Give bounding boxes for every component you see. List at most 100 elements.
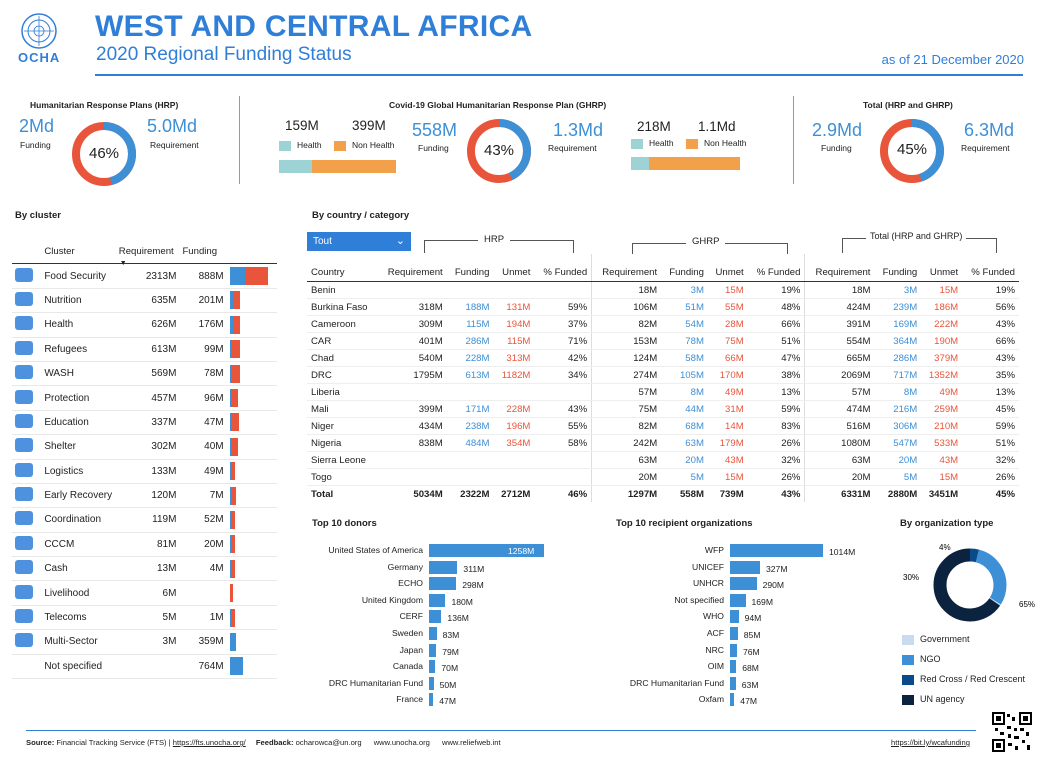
donor-bar [429, 610, 442, 624]
cluster-row[interactable]: Not specified 764M [12, 654, 277, 680]
footer-short-link[interactable]: https://bit.ly/wcafunding [891, 738, 970, 747]
country-cell: 196M [493, 417, 535, 435]
country-cell: 82M [591, 315, 662, 333]
cluster-requirement: 81M [115, 532, 180, 558]
cluster-row[interactable]: Multi-Sector 3M 359M [12, 629, 277, 655]
cluster-row[interactable]: Livelihood 6M [12, 580, 277, 606]
cluster-name: Logistics [41, 459, 116, 484]
cluster-table: Cluster Requirement ▼ Funding Food Securi… [12, 240, 277, 680]
country-row[interactable]: Mali 399M 171M 228M 43% 75M 44M 31M 59% 474M 216M 2… [307, 400, 1019, 418]
requirement-col-header[interactable]: Requirement ▼ [115, 240, 180, 267]
cluster-col-header[interactable]: Cluster [41, 240, 116, 265]
country-cell: Cameroon [307, 315, 378, 333]
country-cell: 153M [591, 332, 662, 350]
footer-source-label: Source: [26, 738, 55, 747]
donor-bar [429, 560, 458, 574]
country-cell: 391M [804, 315, 875, 333]
country-cell: 15M [921, 468, 963, 486]
ghrp-req-nonhealth-label: Non Health [703, 138, 747, 148]
country-col-header[interactable]: Unmet [493, 254, 535, 282]
country-cell: 57M [804, 383, 875, 401]
cluster-row[interactable]: Education 337M 47M [12, 410, 277, 436]
country-cell: 434M [377, 417, 447, 435]
country-col-header[interactable]: Funding [661, 254, 708, 282]
country-cell: 75M [707, 332, 748, 350]
cluster-funding-bar [229, 315, 233, 334]
country-row[interactable]: Niger 434M 238M 196M 55% 82M 68M 14M 83% 516M 306M… [307, 417, 1019, 435]
country-cell: Sierra Leone [307, 451, 378, 469]
cluster-row[interactable]: Shelter 302M 40M [12, 434, 277, 460]
country-cell: 18M [804, 281, 875, 299]
country-col-header[interactable]: Requirement [591, 254, 662, 282]
donor-value-label: 83M [442, 630, 460, 640]
qr-code-icon[interactable] [992, 712, 1032, 752]
cluster-row[interactable]: Refugees 613M 99M [12, 337, 277, 362]
cluster-row[interactable]: Coordination 119M 52M [12, 507, 277, 533]
country-total-row[interactable]: Total 5034M 2322M 2712M 46% 1297M 558M 739M 43% 6… [307, 485, 1019, 502]
country-col-header[interactable]: Country [307, 254, 378, 282]
country-cell: 58M [661, 349, 708, 367]
country-col-header[interactable]: Unmet [707, 254, 748, 282]
country-col-header[interactable]: % Funded [962, 254, 1019, 282]
country-cell: 44M [661, 400, 708, 418]
footer-feedback[interactable]: ocharowca@un.org [295, 738, 362, 747]
cluster-row[interactable]: Cash 13M 4M [12, 556, 277, 582]
country-row[interactable]: Benin 18M 3M 15M 19% 18M 3M 15M 19% [307, 281, 1019, 299]
country-row[interactable]: Nigeria 838M 484M 354M 58% 242M 63M 179M 26% 1080… [307, 434, 1019, 452]
recipient-value-label: 63M [741, 679, 759, 690]
country-cell: Niger [307, 417, 378, 435]
footer-link2[interactable]: www.reliefweb.int [441, 738, 501, 747]
country-col-header[interactable]: % Funded [747, 254, 806, 282]
country-cell [493, 281, 535, 299]
country-row[interactable]: Liberia 57M 8M 49M 13% 57M 8M 49M 13% [307, 383, 1019, 401]
country-row[interactable]: Chad 540M 228M 313M 42% 124M 58M 66M 47% 665M 286M… [307, 349, 1019, 367]
country-cell: 45% [962, 400, 1019, 418]
country-row[interactable]: Burkina Faso 318M 188M 131M 59% 106M 51M 55M 48%… [307, 298, 1019, 316]
country-filter-dropdown[interactable]: Tout ⌄ [307, 232, 411, 251]
funding-col-header[interactable]: Funding [179, 240, 227, 265]
country-row[interactable]: Togo 20M 5M 15M 26% 20M 5M 15M 26% [307, 468, 1019, 486]
cluster-row[interactable]: CCCM 81M 20M [12, 532, 277, 558]
footer-link1[interactable]: www.unocha.org [373, 738, 430, 747]
country-row[interactable]: CAR 401M 286M 115M 71% 153M 78M 75M 51% 554M 364M 1… [307, 332, 1019, 350]
country-cell: 286M [446, 332, 494, 350]
country-cell: 63M [591, 451, 662, 469]
footer-source-link[interactable]: https://fts.unocha.org/ [172, 738, 246, 747]
country-col-header[interactable]: Requirement [377, 254, 447, 282]
cluster-row[interactable]: Health 626M 176M [12, 312, 277, 338]
country-cell: 43% [962, 349, 1019, 367]
total-funding-value: 2.9Md [812, 120, 863, 140]
cluster-row[interactable]: WASH 569M 78M [12, 361, 277, 387]
country-cell: 59% [747, 400, 806, 418]
ghrp-funding-label: Funding [418, 143, 449, 153]
cluster-row[interactable]: Protection 457M 96M [12, 385, 277, 411]
country-row[interactable]: Sierra Leone 63M 20M 43M 32% 63M 20M 43M 32% [307, 451, 1019, 469]
cluster-row[interactable]: Food Security 2313M 888M [12, 263, 277, 289]
country-col-header[interactable]: Funding [446, 254, 494, 282]
country-col-header[interactable]: % Funded [534, 254, 593, 282]
recipient-value-label: 169M [751, 596, 774, 607]
country-cell: 55% [534, 417, 593, 435]
country-cell: 401M [377, 332, 447, 350]
cluster-row[interactable]: Early Recovery 120M 7M [12, 483, 277, 509]
country-row[interactable]: Cameroon 309M 115M 194M 37% 82M 54M 28M 66% 391M 1… [307, 315, 1019, 333]
cluster-row[interactable]: Nutrition 635M 201M [12, 288, 277, 314]
country-cell: Benin [307, 281, 378, 299]
cluster-row[interactable]: Logistics 133M 49M [12, 459, 277, 484]
country-cell: Nigeria [307, 434, 378, 452]
recipient-bar [730, 560, 760, 574]
country-cell: 56% [962, 298, 1019, 316]
country-col-header[interactable]: Requirement [804, 254, 875, 282]
donors-title: Top 10 donors [312, 518, 377, 529]
country-row[interactable]: DRC 1795M 613M 1182M 34% 274M 105M 170M 38% 2069M… [307, 366, 1019, 384]
country-col-header[interactable]: Unmet [921, 254, 963, 282]
country-cell: 51% [962, 434, 1019, 452]
recipient-bar [730, 577, 757, 591]
cluster-row[interactable]: Telecoms 5M 1M [12, 605, 277, 631]
org-type-slice-label: 4% [939, 543, 951, 552]
country-col-header[interactable]: Funding [874, 254, 922, 282]
recipient-category-label: NRC [705, 644, 724, 655]
kpi-divider-1 [239, 96, 240, 184]
country-cell: Burkina Faso [307, 298, 378, 316]
kpi-divider-2 [793, 96, 794, 184]
